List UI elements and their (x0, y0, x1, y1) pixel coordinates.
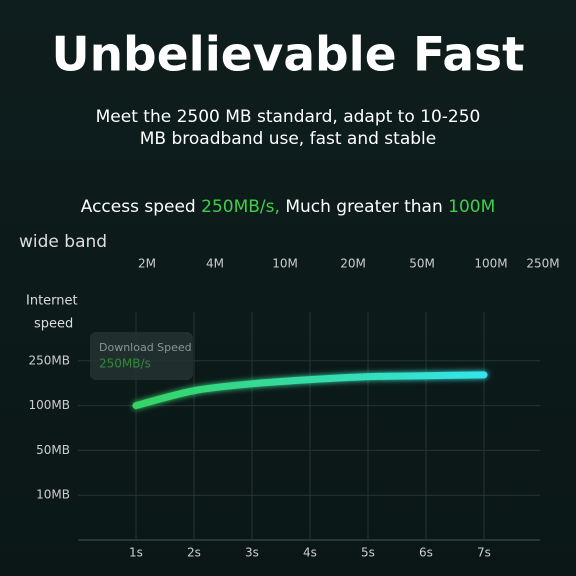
band-ticks: 2M 4M 10M 20M 50M 100M 250M (138, 257, 560, 271)
access-compare: Much greater than (285, 197, 442, 217)
x-tick-label: 1s (129, 546, 143, 560)
x-tick-label: 7s (477, 546, 491, 560)
y-axis-label: Internet (26, 294, 78, 309)
tooltip-title: Download Speed (99, 341, 192, 354)
band-tick-label: 2M (138, 257, 156, 271)
y-tick-label: 100MB (29, 398, 71, 412)
x-tick-label: 3s (245, 546, 259, 560)
band-tick-label: 20M (340, 257, 366, 271)
band-tick-label: 50M (409, 257, 435, 271)
band-tick-label: 10M (272, 257, 298, 271)
subtitle: MB broadband use, fast and stable (140, 129, 436, 149)
band-tick-label: 4M (206, 257, 224, 271)
x-tick-label: 2s (187, 546, 201, 560)
subtitle: Meet the 2500 MB standard, adapt to 10-2… (96, 107, 481, 127)
speed-line (132, 371, 488, 410)
y-tick-label: 10MB (36, 488, 70, 502)
y-tick-label: 250MB (29, 353, 71, 367)
band-label: wide band (19, 232, 107, 252)
band-tick-label: 100M (474, 257, 507, 271)
access-line: Access speed 250MB/s, Much greater than … (81, 197, 496, 217)
access-label: Access speed (81, 197, 196, 217)
access-speed: 250MB/s, (201, 197, 280, 217)
tooltip-value: 250MB/s (99, 357, 151, 371)
title: Unbelievable Fast (51, 28, 524, 83)
y-tick-label: 50MB (36, 443, 70, 457)
access-target: 100M (448, 197, 495, 217)
band-tick-label: 250M (526, 257, 559, 271)
x-tick-label: 4s (303, 546, 317, 560)
x-tick-label: 5s (361, 546, 375, 560)
y-axis-label: speed (34, 317, 73, 332)
x-tick-label: 6s (419, 546, 433, 560)
tooltip (90, 332, 193, 380)
